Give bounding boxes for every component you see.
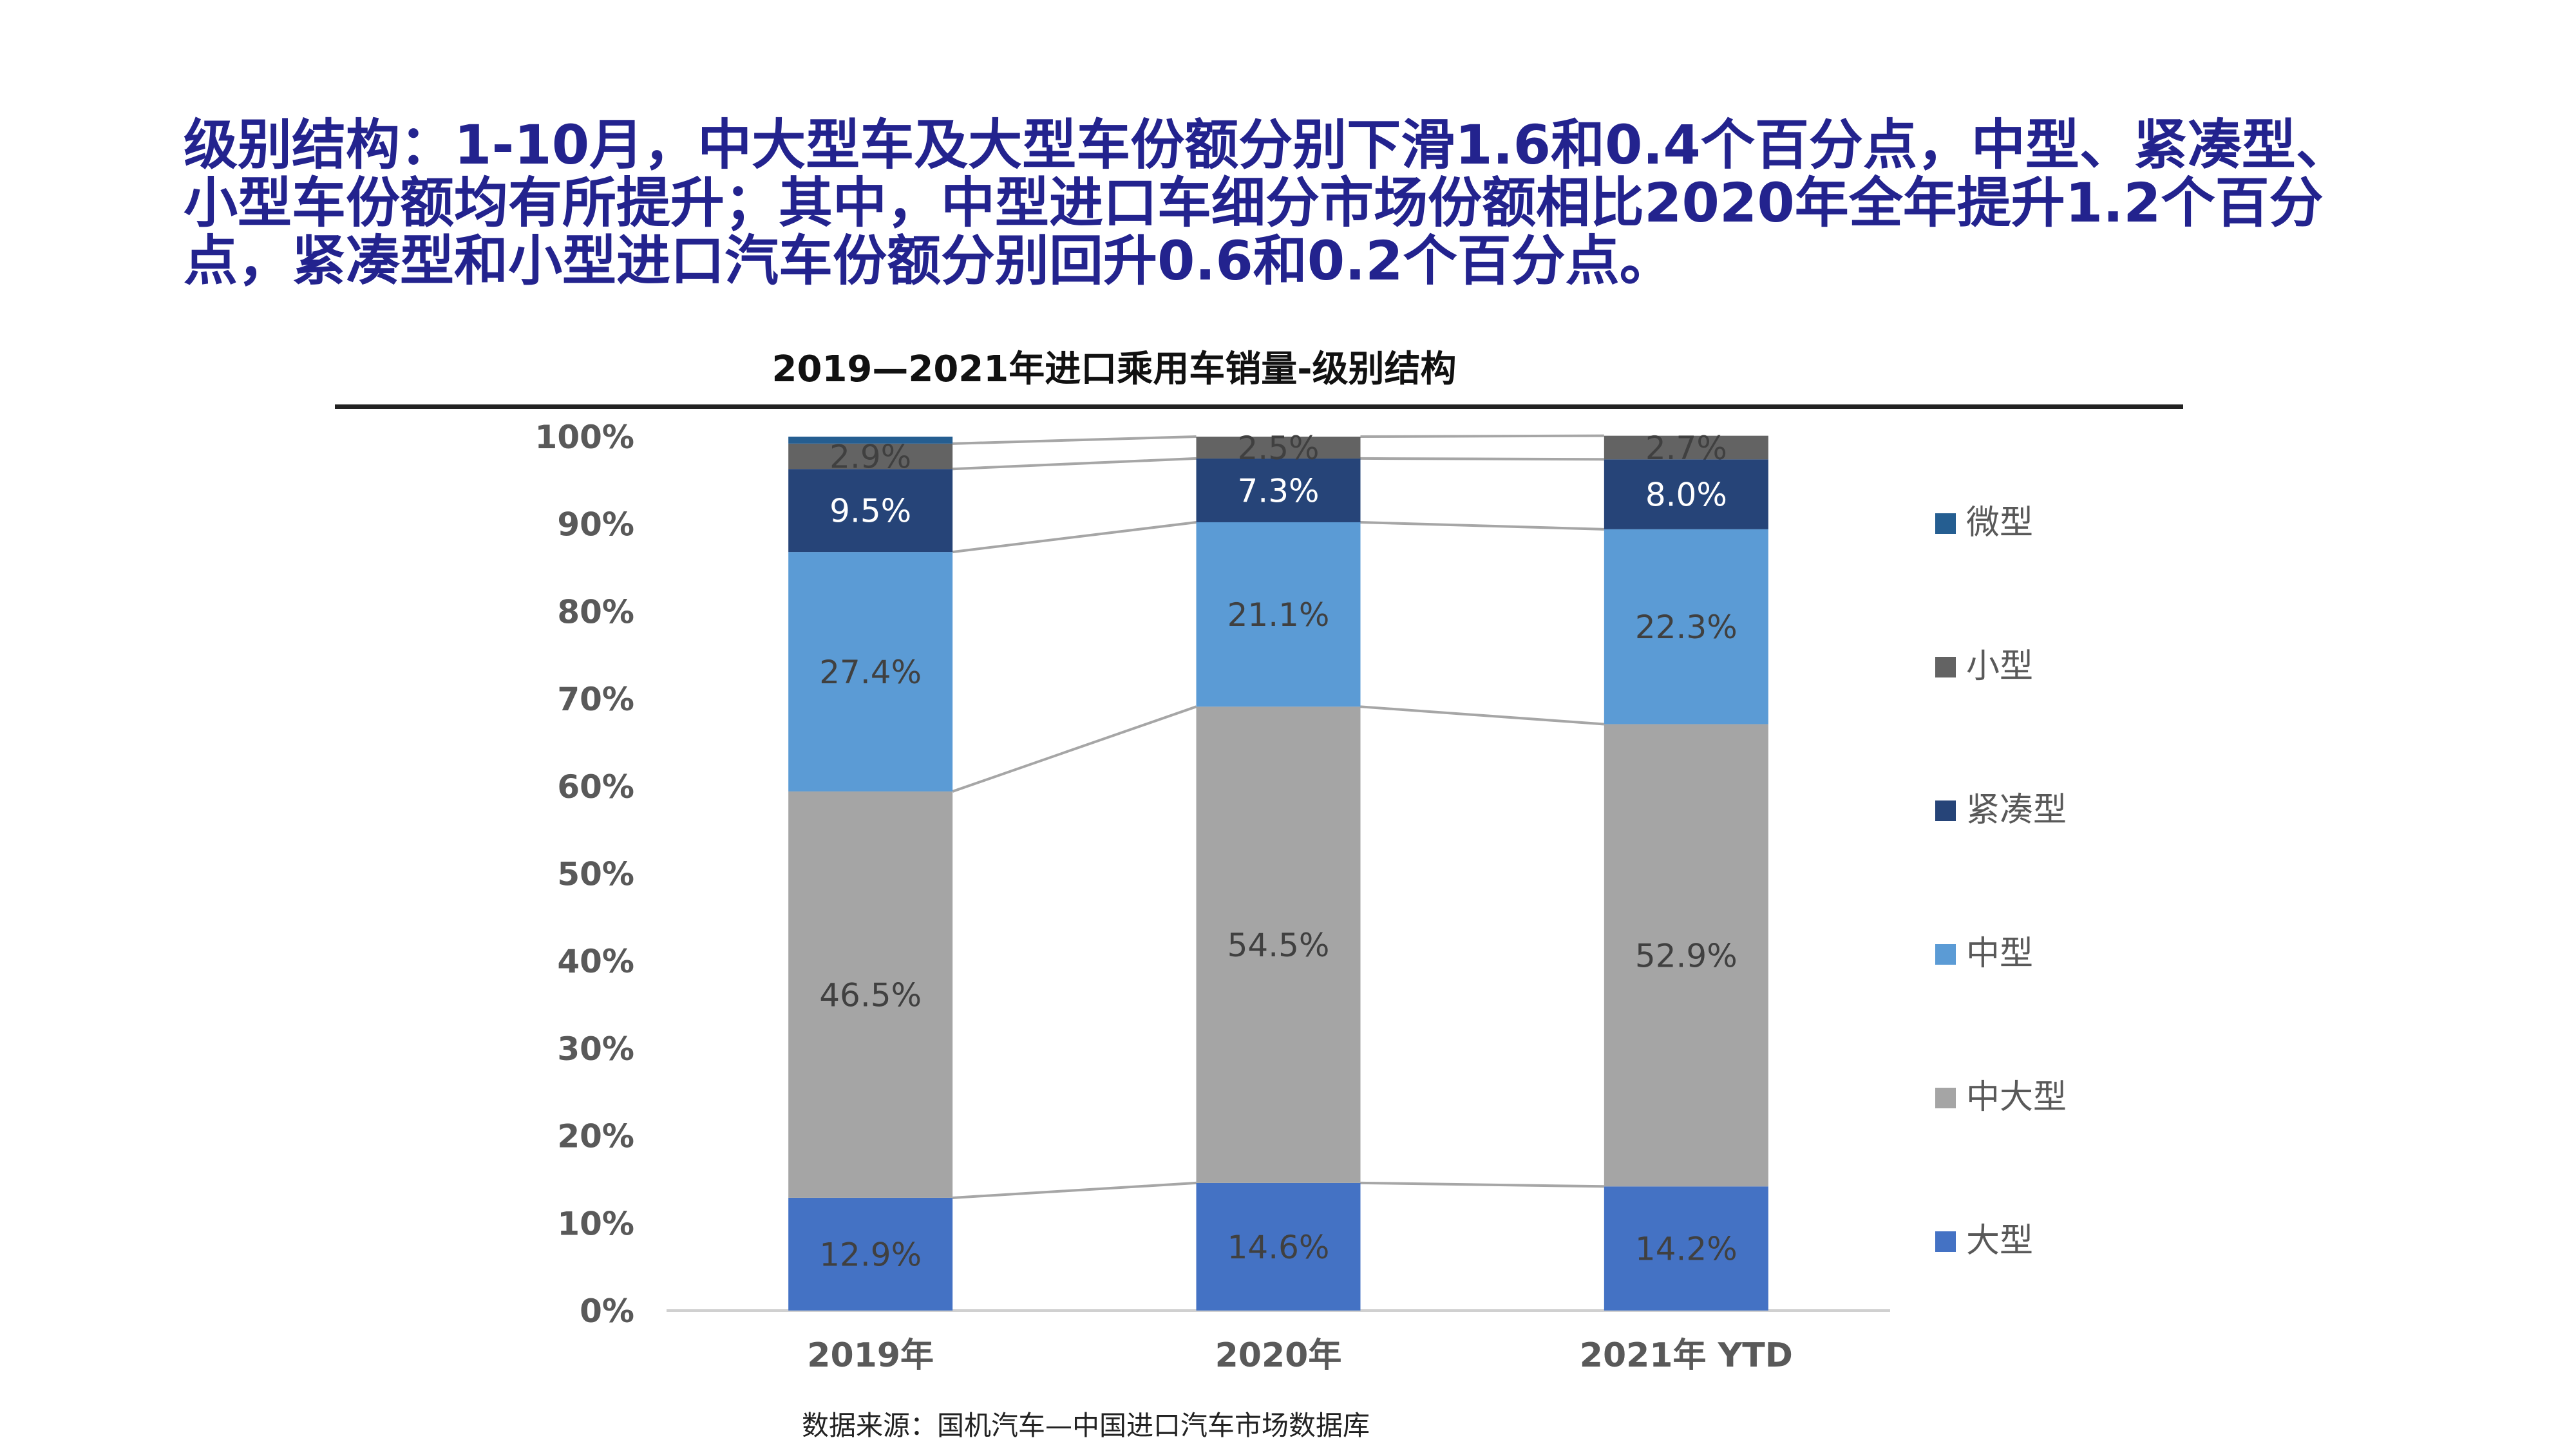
- series-connector-line: [1360, 705, 1604, 726]
- y-tick-label: 50%: [557, 856, 634, 893]
- bar-segment: [1196, 522, 1361, 707]
- x-tick-label: 2020年: [1215, 1336, 1342, 1375]
- title-divider: [335, 404, 2183, 409]
- series-connector-line: [1360, 520, 1604, 531]
- series-connector-line: [1360, 434, 1604, 438]
- bar-segment: [1604, 1186, 1768, 1311]
- data-label: 12.9%: [819, 1236, 922, 1273]
- series-connector-line: [952, 521, 1197, 554]
- series-connector-line: [952, 705, 1197, 793]
- series-connector-line: [952, 435, 1197, 445]
- series-connector-line: [952, 1181, 1197, 1199]
- series-connector-line: [1360, 1181, 1604, 1188]
- x-tick-label: 2019年: [807, 1336, 934, 1375]
- bar-segment: [1604, 724, 1768, 1187]
- data-label: 9.5%: [829, 493, 911, 530]
- data-source-note: 数据来源：国机汽车—中国进口汽车市场数据库: [802, 1410, 1370, 1441]
- bar-segment: [1196, 1182, 1361, 1311]
- headline-line-2: 小型车份额均有所提升；其中，中型进口车细分市场份额相比2020年全年提升1.2个…: [184, 171, 2324, 234]
- legend-swatch: [1935, 1231, 1956, 1252]
- bar-segment: [788, 791, 953, 1198]
- bar-segment: [788, 437, 953, 444]
- data-label: 2.9%: [829, 439, 911, 476]
- bar-segment: [1196, 458, 1361, 522]
- bar-segment: [788, 552, 953, 791]
- series-connector-line: [952, 457, 1197, 471]
- bar-segment: [1196, 706, 1361, 1183]
- y-tick-label: 10%: [557, 1205, 634, 1242]
- legend-label: 紧凑型: [1966, 791, 2067, 829]
- headline-line-3: 点，紧凑型和小型进口汽车份额分别回升0.6和0.2个百分点。: [184, 229, 1674, 292]
- bar-segment: [1604, 459, 1768, 529]
- data-label: 2.5%: [1237, 430, 1319, 467]
- y-tick-label: 70%: [557, 681, 634, 718]
- headline-line-1: 级别结构：1-10月，中大型车及大型车份额分别下滑1.6和0.4个百分点，中型、…: [184, 113, 2350, 176]
- legend-label: 微型: [1966, 504, 2033, 542]
- legend-swatch: [1935, 657, 1956, 677]
- legend-label: 中大型: [1966, 1078, 2067, 1117]
- y-tick-label: 40%: [557, 943, 634, 980]
- data-label: 2.7%: [1645, 430, 1727, 467]
- data-label: 7.3%: [1237, 472, 1319, 509]
- y-tick-label: 20%: [557, 1118, 634, 1155]
- data-label: 22.3%: [1635, 609, 1738, 646]
- data-label: 14.6%: [1227, 1229, 1330, 1266]
- bar-segment: [1604, 529, 1768, 724]
- legend-swatch: [1935, 944, 1956, 965]
- y-tick-label: 100%: [535, 419, 634, 456]
- data-label: 14.2%: [1635, 1231, 1738, 1268]
- y-tick-label: 80%: [557, 593, 634, 630]
- y-tick-label: 60%: [557, 768, 634, 806]
- legend-swatch: [1935, 1088, 1956, 1108]
- y-tick-label: 90%: [557, 506, 634, 544]
- bar-segment: [788, 469, 953, 553]
- bar-segment: [788, 1197, 953, 1311]
- legend-label: 小型: [1966, 647, 2033, 686]
- data-label: 27.4%: [819, 654, 922, 691]
- data-label: 52.9%: [1635, 937, 1738, 974]
- data-label: 54.5%: [1227, 927, 1330, 964]
- data-label: 46.5%: [819, 976, 922, 1014]
- bar-segment: [788, 443, 953, 469]
- x-tick-label: 2021年 YTD: [1580, 1336, 1793, 1375]
- legend-label: 大型: [1966, 1222, 2033, 1260]
- data-label: 8.0%: [1645, 477, 1727, 514]
- legend-swatch: [1935, 800, 1956, 821]
- legend-label: 中型: [1966, 934, 2033, 973]
- legend-swatch: [1935, 513, 1956, 534]
- chart-title: 2019—2021年进口乘用车销量-级别结构: [772, 348, 1457, 390]
- bar-segment: [1196, 437, 1361, 459]
- y-tick-label: 0%: [580, 1293, 634, 1330]
- y-tick-label: 30%: [557, 1030, 634, 1068]
- data-label: 21.1%: [1227, 596, 1330, 634]
- bar-segment: [1604, 435, 1768, 460]
- headline: 级别结构：1-10月，中大型车及大型车份额分别下滑1.6和0.4个百分点，中型、…: [184, 116, 2476, 290]
